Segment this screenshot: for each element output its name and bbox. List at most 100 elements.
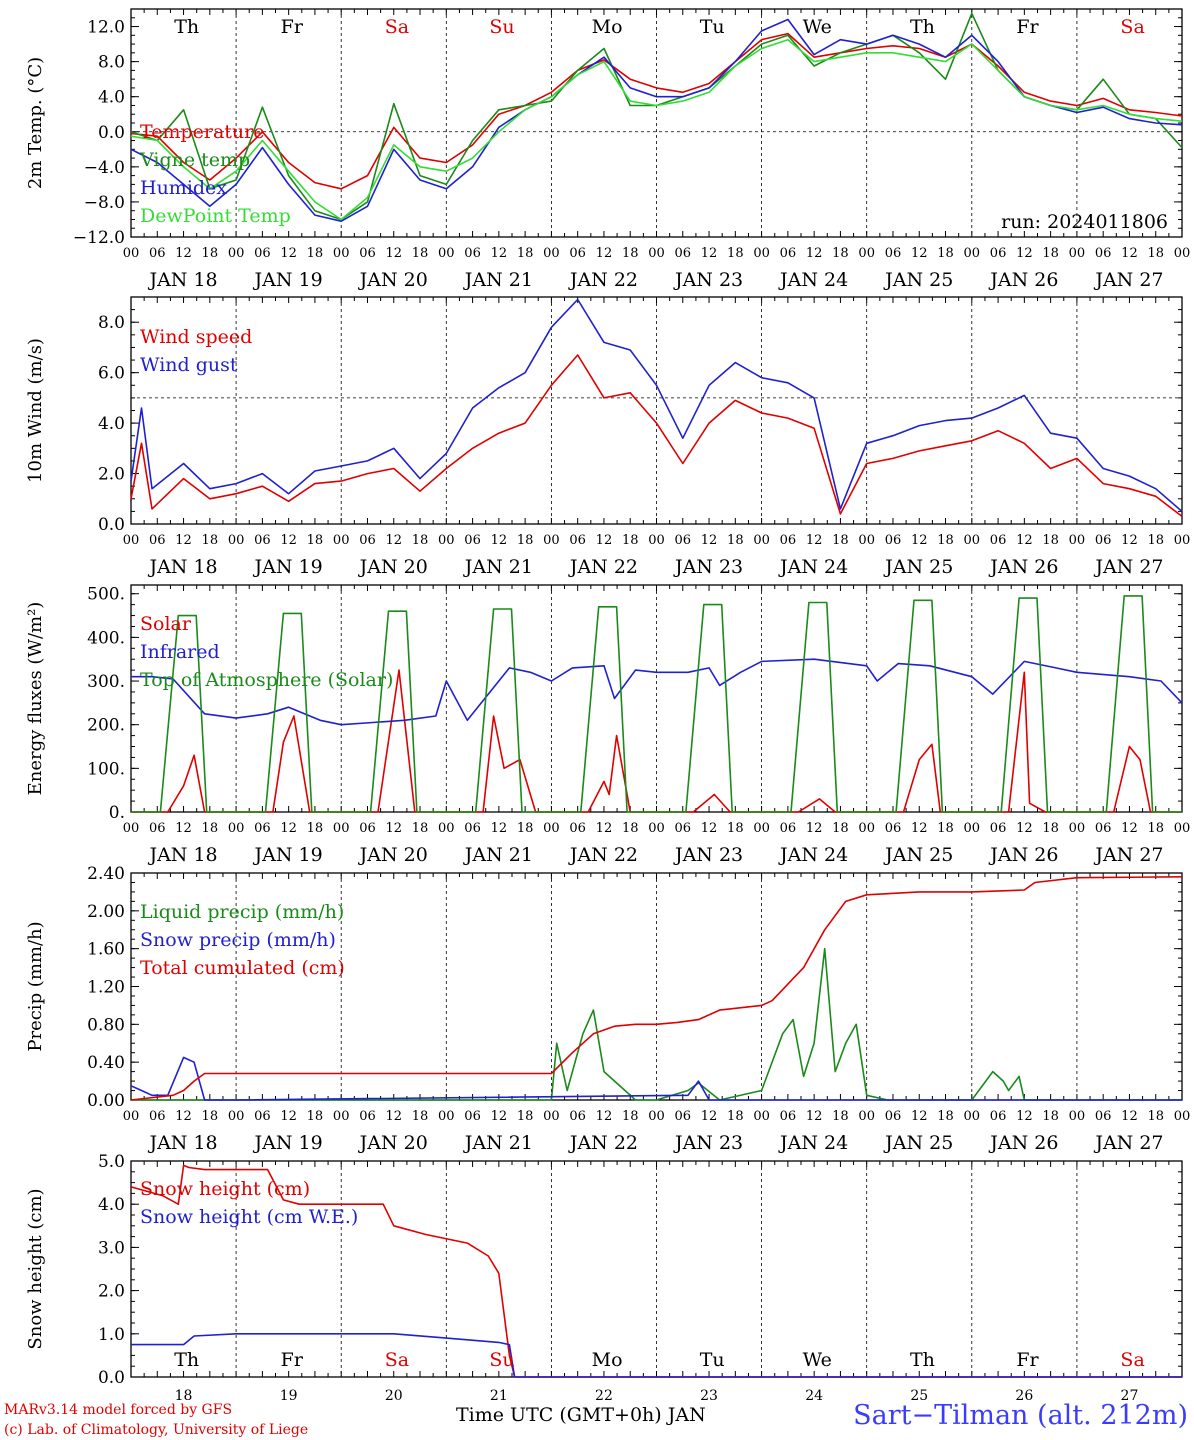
date-label: JAN 22 [568, 844, 638, 866]
hour-tick-label: 12 [911, 533, 928, 548]
legend-entry: Snow precip (mm/h) [140, 929, 336, 951]
y-axis-label: Energy fluxes (W/m²) [25, 602, 46, 796]
hour-tick-label: 18 [202, 246, 219, 261]
hour-tick-label: 00 [753, 533, 770, 548]
y-tick-label: 4.0 [98, 414, 125, 434]
hour-tick-label: 00 [543, 533, 560, 548]
date-label: JAN 18 [147, 844, 217, 866]
date-label: JAN 25 [883, 844, 953, 866]
weekday-label-top: Mo [592, 16, 623, 38]
date-label: JAN 27 [1093, 269, 1163, 291]
series-line-3 [131, 595, 1182, 813]
hour-tick-label: 18 [832, 246, 849, 261]
series-line-3 [130, 18, 1183, 222]
hour-tick-label: 18 [727, 1109, 744, 1124]
y-tick-label: 0.0 [98, 1368, 125, 1388]
hour-tick-label: 18 [307, 821, 324, 836]
hour-tick-label: 18 [937, 821, 954, 836]
weekday-label-bottom: Th [174, 1349, 199, 1371]
date-label: JAN 19 [253, 556, 323, 578]
hour-tick-label: 06 [990, 533, 1007, 548]
hour-tick-label: 00 [858, 821, 875, 836]
y-tick-label: 3.0 [98, 1238, 125, 1258]
hour-tick-label: 00 [753, 1109, 770, 1124]
date-label: JAN 21 [463, 1132, 533, 1154]
date-label: JAN 25 [883, 269, 953, 291]
hour-tick-label: 00 [1069, 821, 1086, 836]
hour-tick-label: 00 [438, 1109, 455, 1124]
weekday-label-top: Tu [700, 16, 725, 38]
legend-entry: Wind speed [140, 326, 252, 348]
hour-tick-label: 12 [175, 1109, 192, 1124]
legend-entry: Top of Atmosphere (Solar) [140, 669, 393, 691]
hour-tick-label: 06 [149, 821, 166, 836]
legend-entry: Temperature [140, 121, 264, 143]
y-axis-label: 2m Temp. (°C) [25, 57, 46, 189]
hour-tick-label: 18 [202, 821, 219, 836]
hour-tick-label: 06 [885, 533, 902, 548]
hour-tick-label: 18 [517, 533, 534, 548]
hour-tick-label: 00 [333, 1109, 350, 1124]
hour-tick-label: 12 [175, 246, 192, 261]
series-line-2 [130, 298, 1183, 513]
date-label: JAN 26 [988, 844, 1058, 866]
hour-tick-label: 12 [491, 533, 508, 548]
hour-tick-label: 00 [1069, 1109, 1086, 1124]
hour-tick-label: 06 [780, 533, 797, 548]
hour-tick-label: 00 [333, 246, 350, 261]
hour-tick-label: 06 [359, 533, 376, 548]
y-tick-label: 2.40 [87, 864, 125, 884]
day-number-label: 24 [805, 1388, 823, 1404]
hour-tick-label: 00 [438, 246, 455, 261]
hour-tick-label: 06 [569, 1109, 586, 1124]
date-label: JAN 23 [673, 1132, 743, 1154]
hour-tick-label: 00 [1174, 1109, 1191, 1124]
hour-tick-label: 00 [333, 533, 350, 548]
hour-tick-label: 06 [149, 533, 166, 548]
hour-tick-label: 00 [333, 821, 350, 836]
y-axis-label: Precip (mm/h) [25, 921, 46, 1051]
hour-tick-label: 06 [1095, 1109, 1112, 1124]
day-number-label: 23 [700, 1388, 718, 1404]
weekday-label-top: Sa [1120, 16, 1144, 38]
hour-tick-label: 06 [359, 1109, 376, 1124]
panel-3: 0. 100. 200. 300. 400. 500. Energy fluxes (W/m… [25, 584, 1190, 866]
hour-tick-label: 06 [885, 821, 902, 836]
y-tick-label: 2.00 [87, 902, 125, 922]
weekday-label-top: Fr [1016, 16, 1039, 38]
hour-tick-label: 06 [675, 246, 692, 261]
hour-tick-label: 12 [596, 1109, 613, 1124]
hour-tick-label: 18 [832, 533, 849, 548]
date-label: JAN 19 [253, 269, 323, 291]
hour-tick-label: 18 [307, 1109, 324, 1124]
hour-tick-label: 18 [1042, 821, 1059, 836]
hour-tick-label: 18 [1042, 1109, 1059, 1124]
hour-tick-label: 06 [254, 821, 271, 836]
hour-tick-label: 00 [123, 246, 140, 261]
hour-tick-label: 12 [806, 246, 823, 261]
series-line-2 [130, 1056, 1182, 1101]
hour-tick-label: 18 [937, 1109, 954, 1124]
weekday-label-bottom: Mo [592, 1349, 623, 1371]
hour-tick-label: 00 [1174, 246, 1191, 261]
hour-tick-label: 06 [780, 246, 797, 261]
hour-tick-label: 12 [1121, 1109, 1138, 1124]
hour-tick-label: 00 [123, 533, 140, 548]
date-label: JAN 22 [568, 556, 638, 578]
weekday-label-bottom: Th [910, 1349, 935, 1371]
y-tick-label: 4.0 [98, 1195, 125, 1215]
hour-tick-label: 12 [596, 533, 613, 548]
hour-tick-label: 06 [675, 1109, 692, 1124]
y-tick-label: 5.0 [98, 1152, 125, 1172]
panel-4: 0.00 0.40 0.80 1.20 1.60 2.00 2.40 Precip (mm/h… [25, 864, 1190, 1154]
hour-tick-label: 18 [517, 821, 534, 836]
legend-entry: Humidex [140, 177, 227, 199]
hour-tick-label: 12 [1016, 533, 1033, 548]
panel-5: 0.0 1.0 2.0 3.0 4.0 5.0 Snow height (cm) Snow h… [25, 1152, 1183, 1388]
hour-tick-label: 18 [307, 533, 324, 548]
y-tick-label: 8.0 [98, 53, 125, 73]
y-tick-label: −12.0 [73, 228, 125, 248]
series-line-2 [130, 12, 1183, 221]
hour-tick-label: 06 [1095, 246, 1112, 261]
date-label: JAN 18 [147, 556, 217, 578]
